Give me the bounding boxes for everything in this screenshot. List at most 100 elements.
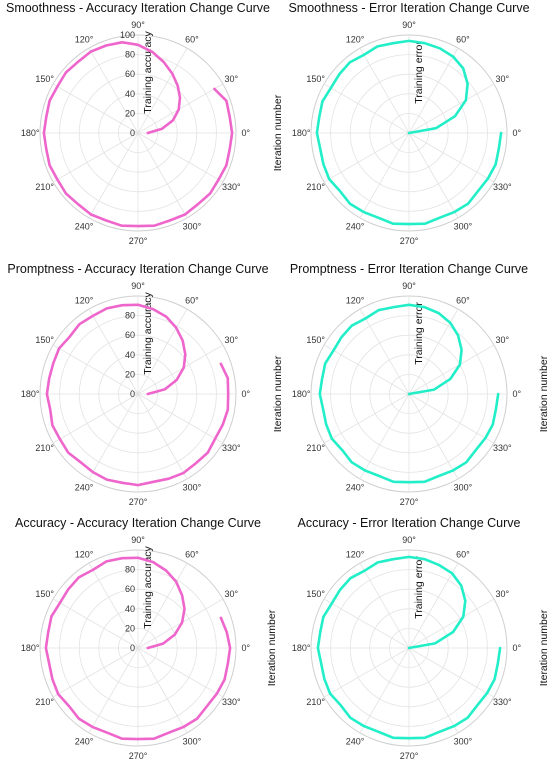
grid-spoke xyxy=(359,132,410,219)
grid-spoke xyxy=(359,308,410,395)
radial-tick-label: 60 xyxy=(125,69,135,79)
angle-tick-label: 30° xyxy=(225,74,239,84)
radial-tick-label: 40 xyxy=(125,604,135,614)
grid-spoke xyxy=(359,647,410,734)
radial-tick-label: 80 xyxy=(125,565,135,575)
radial-tick-label: 100 xyxy=(120,30,135,40)
angle-tick-label: 270° xyxy=(400,236,419,246)
polar-chart-6: Accuracy - Error Iteration Change Curve 0… xyxy=(292,516,550,761)
radial-axis-label: Training error xyxy=(413,302,425,365)
angle-tick-label: 90° xyxy=(402,20,416,30)
grid-spoke xyxy=(408,393,495,444)
angle-tick-label: 90° xyxy=(131,281,145,291)
grid-spoke xyxy=(408,344,495,395)
angle-tick-label: 60° xyxy=(185,296,199,306)
angle-tick-label: 210° xyxy=(306,697,325,707)
angle-tick-label: 180° xyxy=(292,389,311,399)
grid-spoke xyxy=(52,598,139,649)
angle-tick-label: 30° xyxy=(496,74,510,84)
chart-title: Accuracy - Accuracy Iteration Change Cur… xyxy=(15,516,261,530)
angle-tick-label: 150° xyxy=(306,335,325,345)
radial-axis-label: Training accuracy xyxy=(142,545,154,628)
radial-tick-label: 40 xyxy=(125,350,135,360)
grid-spoke xyxy=(408,562,459,649)
grid-spoke xyxy=(88,562,139,649)
angle-tick-label: 0° xyxy=(241,389,250,399)
grid-spoke xyxy=(323,647,410,698)
grid-spoke xyxy=(408,393,459,480)
angle-tick-label: 30° xyxy=(496,335,510,345)
iteration-axis-label: Iteration number xyxy=(266,609,278,686)
radial-tick-label: 40 xyxy=(125,89,135,99)
angle-tick-label: 90° xyxy=(402,281,416,291)
angle-tick-label: 120° xyxy=(346,296,365,306)
series-curve-error xyxy=(318,303,500,484)
angle-tick-label: 300° xyxy=(454,736,473,746)
angle-tick-label: 240° xyxy=(346,482,365,492)
grid-spoke xyxy=(323,598,410,649)
grid-spoke xyxy=(137,132,188,219)
grid-spoke xyxy=(408,132,459,219)
grid-spoke xyxy=(52,393,139,444)
angle-tick-label: 240° xyxy=(346,736,365,746)
angle-tick-label: 270° xyxy=(400,497,419,507)
angle-tick-label: 270° xyxy=(129,236,148,246)
angle-tick-label: 210° xyxy=(35,697,54,707)
polar-chart-2: Smoothness - Error Iteration Change Curv… xyxy=(272,1,530,246)
radial-tick-label: 20 xyxy=(125,108,135,118)
angle-tick-label: 90° xyxy=(402,535,416,545)
grid-spoke xyxy=(137,83,224,134)
angle-tick-label: 120° xyxy=(346,35,365,45)
grid-spoke xyxy=(88,647,139,734)
radial-tick-label: 0 xyxy=(130,389,135,399)
angle-tick-label: 180° xyxy=(21,643,40,653)
angle-tick-label: 270° xyxy=(400,751,419,761)
angle-tick-label: 300° xyxy=(183,736,202,746)
chart-title: Smoothness - Error Iteration Change Curv… xyxy=(288,1,529,15)
angle-tick-label: 330° xyxy=(222,443,241,453)
grid-spoke xyxy=(137,344,224,395)
grid-spoke xyxy=(359,562,410,649)
angle-tick-label: 0° xyxy=(241,643,250,653)
grid-spoke xyxy=(88,132,139,219)
angle-tick-label: 60° xyxy=(185,550,199,560)
angle-tick-label: 240° xyxy=(75,482,94,492)
grid-spoke xyxy=(88,47,139,134)
angle-tick-label: 0° xyxy=(512,643,521,653)
angle-tick-label: 180° xyxy=(292,128,311,138)
angle-tick-label: 0° xyxy=(512,128,521,138)
angle-tick-label: 330° xyxy=(493,182,512,192)
grid-spoke xyxy=(137,562,188,649)
angle-tick-label: 150° xyxy=(306,74,325,84)
polar-chart-5: Accuracy - Accuracy Iteration Change Cur… xyxy=(15,516,278,761)
grid-spoke xyxy=(88,393,139,480)
angle-tick-label: 180° xyxy=(21,389,40,399)
angle-tick-label: 120° xyxy=(75,35,94,45)
grid-spoke xyxy=(52,132,139,183)
grid-spoke xyxy=(323,132,410,183)
angle-tick-label: 0° xyxy=(512,389,521,399)
angle-tick-label: 240° xyxy=(75,736,94,746)
angle-tick-label: 120° xyxy=(75,296,94,306)
grid-spoke xyxy=(52,647,139,698)
chart-title: Promptness - Error Iteration Change Curv… xyxy=(290,262,528,276)
radial-axis-label: Training error xyxy=(413,41,425,104)
angle-tick-label: 300° xyxy=(183,482,202,492)
grid-spoke xyxy=(408,132,495,183)
angle-tick-label: 210° xyxy=(35,182,54,192)
angle-tick-label: 240° xyxy=(346,221,365,231)
iteration-axis-label: Iteration number xyxy=(538,609,550,686)
series-curve-error xyxy=(316,555,502,740)
angle-tick-label: 60° xyxy=(456,550,470,560)
grid-spoke xyxy=(408,647,495,698)
angle-tick-label: 150° xyxy=(35,74,54,84)
series-curve-error xyxy=(315,39,503,226)
chart-title: Promptness - Accuracy Iteration Change C… xyxy=(7,262,268,276)
radial-axis-label: Training accuracy xyxy=(142,30,154,113)
radial-tick-label: 0 xyxy=(130,128,135,138)
series-curve-accuracy xyxy=(44,556,232,741)
grid-spoke xyxy=(88,308,139,395)
angle-tick-label: 330° xyxy=(493,697,512,707)
angle-tick-label: 150° xyxy=(306,589,325,599)
